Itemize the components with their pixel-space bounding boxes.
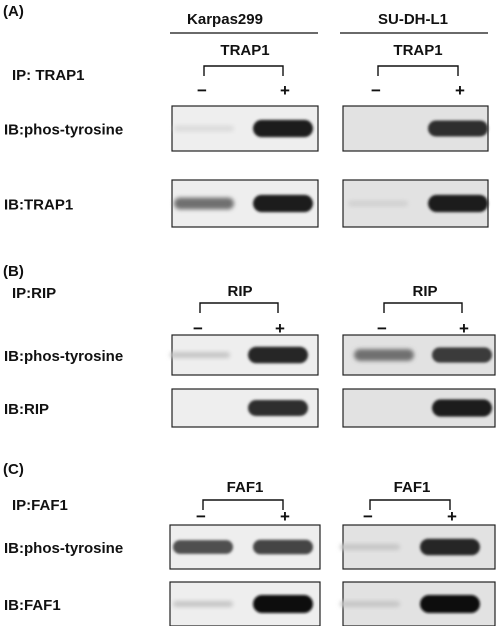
band-plus [248, 400, 308, 416]
blot-sudhl1 [340, 581, 496, 626]
blot-label: IB:phos-tyrosine [4, 348, 123, 365]
ip-label: IP:FAF1 [12, 497, 68, 514]
antigen-label-karpas: TRAP1 [220, 42, 269, 59]
band-minus [348, 200, 408, 207]
ip-label: IP:RIP [12, 285, 56, 302]
blot-karpas [170, 334, 319, 376]
plus-sign-sudhl1: + [455, 81, 465, 100]
panel-b: (B) IP:RIP RIP − + RIP − + IB:phos-tyrosine IB:RI… [3, 263, 496, 428]
panel-c: (C) IP:FAF1 FAF1 − + FAF1 − + IB:phos-tyrosine IB… [3, 461, 496, 626]
blot-karpas [171, 105, 319, 152]
blot-sudhl1 [342, 179, 489, 228]
blot-label: IB:phos-tyrosine [4, 122, 123, 139]
blot-sudhl1 [342, 105, 489, 152]
band-plus [420, 538, 480, 556]
panel-a: (A) IP: TRAP1 TRAP1 − + TRAP1 − + IB:phos-tyrosi… [3, 3, 489, 228]
antigen-label-sudhl1: RIP [412, 283, 437, 300]
band-minus [173, 600, 233, 608]
bracket-sudhl1 [369, 499, 451, 510]
plus-sign-karpas: + [275, 319, 285, 338]
blot-karpas [171, 388, 319, 428]
band-minus [170, 351, 230, 359]
band-minus [173, 540, 233, 554]
antigen-label-sudhl1: TRAP1 [393, 42, 442, 59]
minus-sign-sudhl1: − [371, 81, 381, 100]
panel-label: (B) [3, 263, 24, 280]
plus-sign-sudhl1: + [459, 319, 469, 338]
minus-sign-sudhl1: − [377, 319, 387, 338]
band-plus [253, 194, 313, 213]
band-plus [253, 595, 313, 613]
blot-karpas [171, 179, 319, 228]
band-minus [174, 125, 234, 132]
minus-sign-karpas: − [196, 507, 206, 526]
blot-label: IB:FAF1 [4, 597, 61, 614]
cell-line-karpas299: Karpas299 [187, 11, 263, 28]
antigen-label-karpas: FAF1 [227, 479, 264, 496]
panel-label: (C) [3, 461, 24, 478]
band-plus [420, 595, 480, 613]
band-plus [253, 119, 313, 138]
band-minus [354, 349, 414, 361]
blot-sudhl1 [342, 334, 496, 376]
band-minus [340, 600, 400, 608]
band-plus [253, 539, 313, 555]
band-plus [432, 347, 492, 363]
antigen-label-sudhl1: FAF1 [394, 479, 431, 496]
blot-sudhl1 [340, 524, 496, 570]
blot-label: IB:phos-tyrosine [4, 540, 123, 557]
band-plus [428, 120, 488, 137]
band-minus [340, 543, 400, 551]
band-plus [248, 346, 308, 364]
bracket-sudhl1 [383, 302, 463, 313]
cell-line-sudhl1: SU-DH-L1 [378, 11, 448, 28]
antigen-label-karpas: RIP [227, 283, 252, 300]
plus-sign-karpas: + [280, 507, 290, 526]
band-minus [174, 197, 234, 210]
plus-sign-sudhl1: + [447, 507, 457, 526]
panel-label: (A) [3, 3, 24, 20]
ip-label: IP: TRAP1 [12, 67, 85, 84]
bracket-sudhl1 [377, 65, 459, 76]
minus-sign-sudhl1: − [363, 507, 373, 526]
minus-sign-karpas: − [197, 81, 207, 100]
blot-label: IB:RIP [4, 401, 49, 418]
blot-karpas [169, 581, 321, 626]
membrane [171, 388, 319, 428]
blot-label: IB:TRAP1 [4, 197, 73, 214]
bracket-karpas [202, 499, 284, 510]
minus-sign-karpas: − [193, 319, 203, 338]
band-plus [432, 399, 492, 417]
band-plus [428, 194, 488, 213]
blot-sudhl1 [342, 388, 496, 428]
bracket-karpas [199, 302, 279, 313]
blot-karpas [169, 524, 321, 570]
bracket-karpas [203, 65, 284, 76]
plus-sign-karpas: + [280, 81, 290, 100]
